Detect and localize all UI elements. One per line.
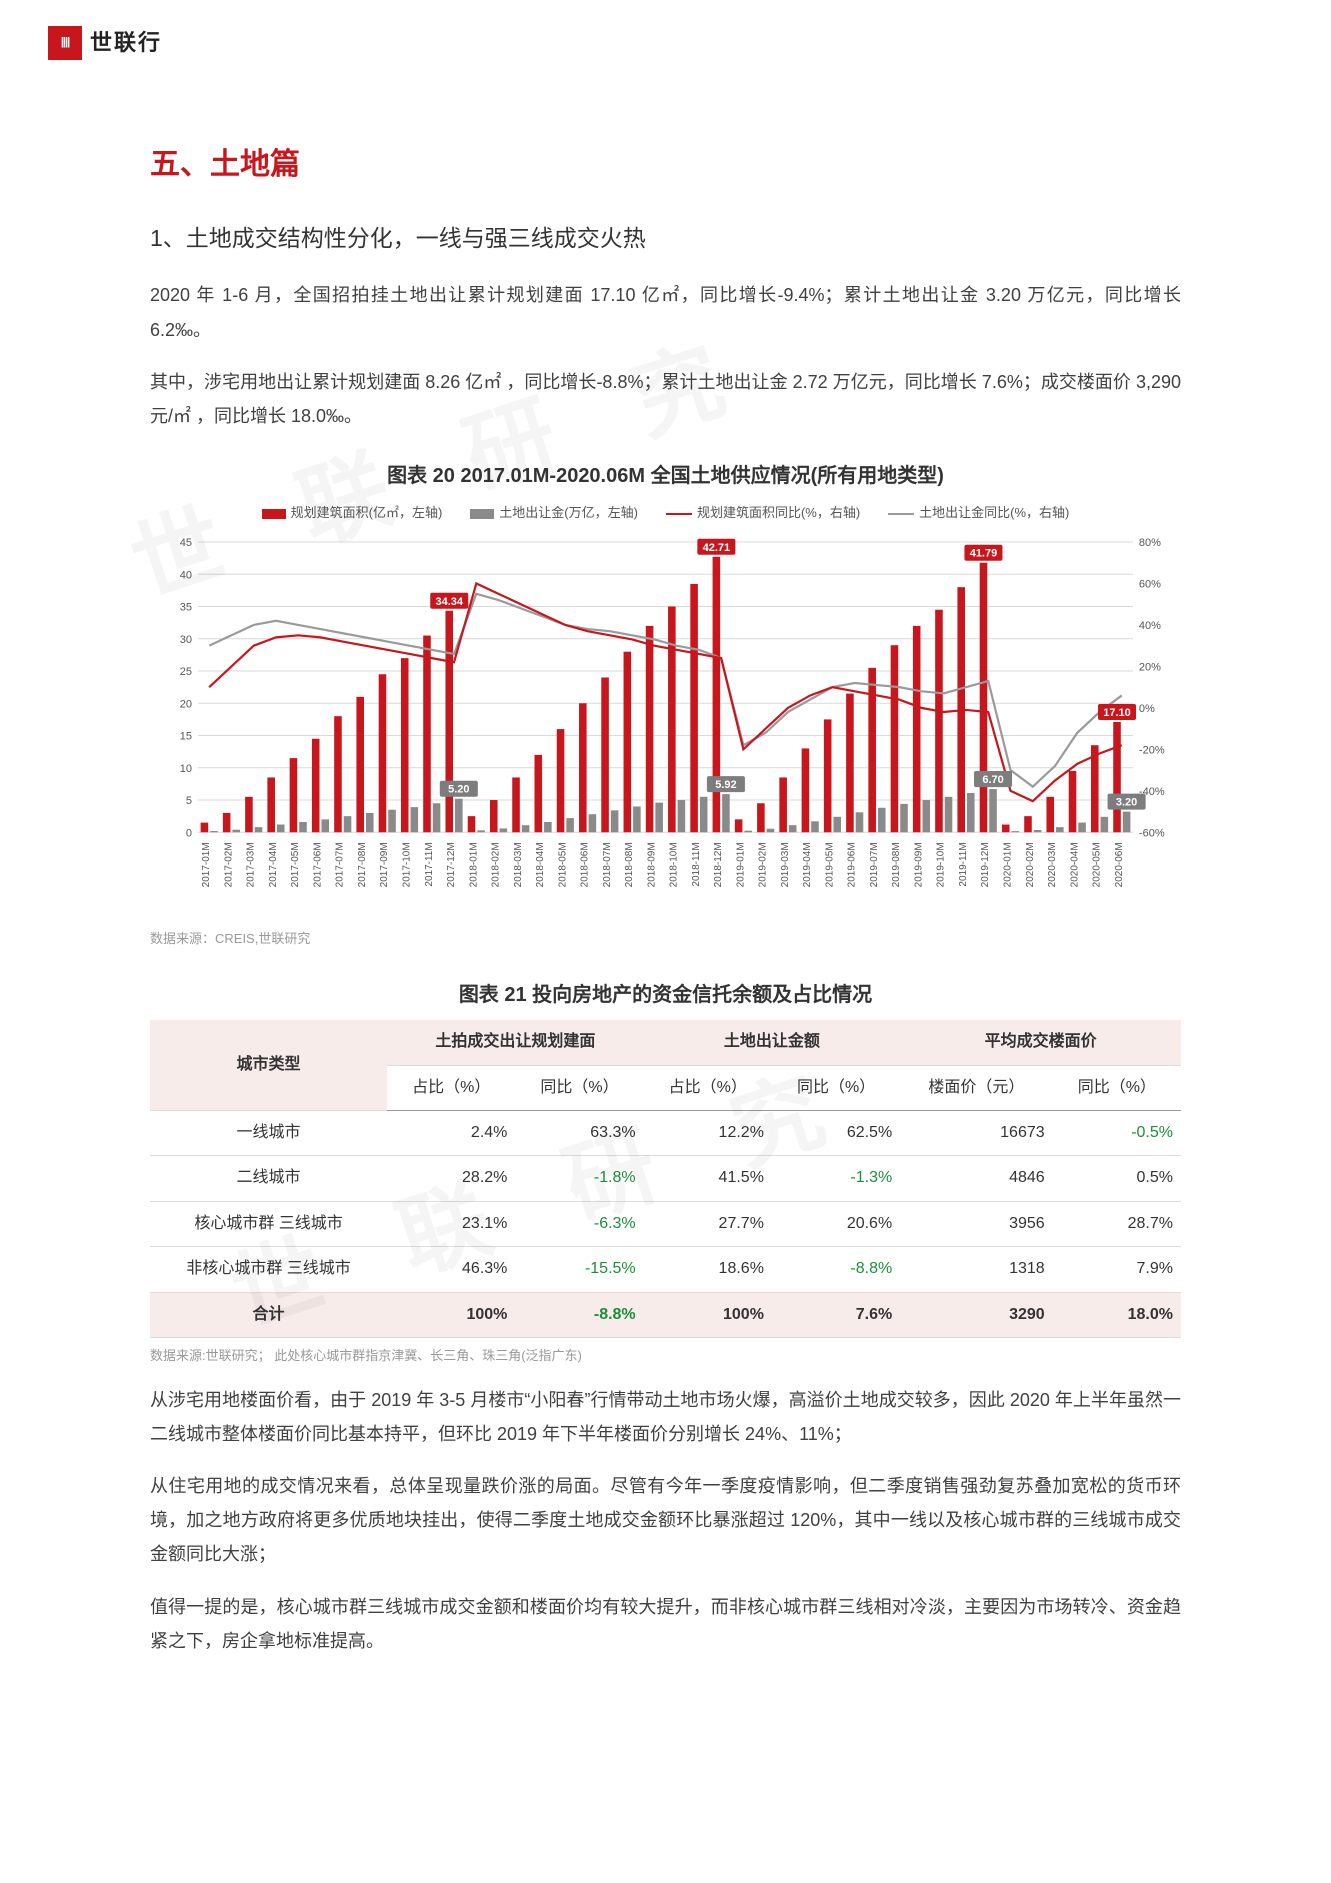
chart20-source: 数据来源：CREIS,世联研究	[150, 927, 1181, 952]
svg-text:15: 15	[180, 730, 192, 742]
paragraph: 2020 年 1-6 月，全国招拍挂土地出让累计规划建面 17.10 亿㎡，同比…	[150, 278, 1181, 346]
table21-title: 图表 21 投向房地产的资金信托余额及占比情况	[150, 976, 1181, 1014]
svg-text:25: 25	[180, 666, 192, 678]
svg-text:2017-09M: 2017-09M	[379, 842, 390, 887]
svg-text:2017-12M: 2017-12M	[446, 842, 457, 887]
svg-text:17.10: 17.10	[1103, 707, 1131, 719]
svg-text:45: 45	[180, 537, 192, 549]
legend-swatch-red-bar	[262, 509, 286, 519]
svg-text:2018-11M: 2018-11M	[691, 842, 702, 886]
sub-title: 1、土地成交结构性分化，一线与强三线成交火热	[150, 217, 1181, 261]
svg-text:2018-07M: 2018-07M	[602, 842, 613, 887]
svg-text:2017-03M: 2017-03M	[246, 842, 257, 887]
col-city-type: 城市类型	[150, 1020, 387, 1110]
svg-text:2019-09M: 2019-09M	[913, 842, 924, 887]
svg-text:2019-10M: 2019-10M	[936, 842, 947, 887]
svg-text:2020-04M: 2020-04M	[1069, 842, 1080, 887]
col-group-price: 平均成交楼面价	[900, 1020, 1181, 1065]
svg-text:2018-08M: 2018-08M	[624, 842, 635, 887]
svg-text:2017-04M: 2017-04M	[268, 842, 279, 887]
chart20-title: 图表 20 2017.01M-2020.06M 全国土地供应情况(所有用地类型)	[150, 457, 1181, 495]
svg-text:2020-03M: 2020-03M	[1047, 842, 1058, 887]
svg-text:2020-01M: 2020-01M	[1003, 842, 1014, 887]
svg-text:2018-02M: 2018-02M	[491, 842, 502, 887]
svg-text:2017-02M: 2017-02M	[223, 842, 234, 887]
svg-text:42.71: 42.71	[703, 542, 731, 554]
svg-text:2019-06M: 2019-06M	[847, 842, 858, 887]
paragraph: 从涉宅用地楼面价看，由于 2019 年 3-5 月楼市“小阳春”行情带动土地市场…	[150, 1383, 1181, 1451]
svg-text:2020-02M: 2020-02M	[1025, 842, 1036, 887]
svg-text:2018-06M: 2018-06M	[580, 842, 591, 887]
svg-text:40: 40	[180, 569, 192, 581]
svg-text:2020-06M: 2020-06M	[1114, 842, 1125, 887]
legend-swatch-grey-bar	[470, 509, 494, 519]
svg-text:-60%: -60%	[1139, 827, 1165, 839]
table-row: 核心城市群 三线城市23.1%-6.3%27.7%20.6%395628.7%	[150, 1201, 1181, 1246]
svg-text:30: 30	[180, 634, 192, 646]
svg-text:5: 5	[186, 795, 192, 807]
svg-text:2019-11M: 2019-11M	[958, 842, 969, 886]
svg-text:2019-08M: 2019-08M	[891, 842, 902, 887]
svg-text:2017-08M: 2017-08M	[357, 842, 368, 887]
svg-text:2019-07M: 2019-07M	[869, 842, 880, 887]
chart20-plot: 051015202530354045-60%-40%-20%0%20%40%60…	[150, 530, 1181, 910]
chart20-legend: 规划建筑面积(亿㎡，左轴) 土地出让金(万亿，左轴) 规划建筑面积同比(%，右轴…	[150, 501, 1181, 526]
svg-text:2018-12M: 2018-12M	[713, 842, 724, 887]
svg-text:40%: 40%	[1139, 620, 1161, 632]
svg-text:2019-02M: 2019-02M	[758, 842, 769, 887]
svg-text:10: 10	[180, 763, 192, 775]
table21: 城市类型 土拍成交出让规划建面 土地出让金额 平均成交楼面价 占比（%） 同比（…	[150, 1020, 1181, 1338]
legend-swatch-red-line	[666, 513, 692, 515]
svg-text:2017-07M: 2017-07M	[335, 842, 346, 887]
svg-text:2018-09M: 2018-09M	[646, 842, 657, 887]
svg-text:2017-10M: 2017-10M	[402, 842, 413, 887]
col-group-amount: 土地出让金额	[644, 1020, 901, 1065]
svg-text:-20%: -20%	[1139, 744, 1165, 756]
svg-text:2018-01M: 2018-01M	[468, 842, 479, 887]
svg-text:2018-10M: 2018-10M	[669, 842, 680, 887]
svg-text:2018-05M: 2018-05M	[557, 842, 568, 887]
svg-text:2018-04M: 2018-04M	[535, 842, 546, 887]
svg-text:2019-01M: 2019-01M	[735, 842, 746, 887]
svg-text:2019-04M: 2019-04M	[802, 842, 813, 887]
svg-text:3.20: 3.20	[1116, 797, 1137, 809]
svg-text:35: 35	[180, 601, 192, 613]
paragraph: 值得一提的是，核心城市群三线城市成交金额和楼面价均有较大提升，而非核心城市群三线…	[150, 1590, 1181, 1658]
col-group-area: 土拍成交出让规划建面	[387, 1020, 644, 1065]
brand-header: |||| 世联行	[0, 0, 1331, 64]
table-row: 非核心城市群 三线城市46.3%-15.5%18.6%-8.8%13187.9%	[150, 1247, 1181, 1292]
table-row: 二线城市28.2%-1.8%41.5%-1.3%48460.5%	[150, 1156, 1181, 1201]
svg-text:2018-03M: 2018-03M	[513, 842, 524, 887]
brand-logo-icon: ||||	[48, 26, 82, 60]
svg-text:2019-03M: 2019-03M	[780, 842, 791, 887]
svg-text:20: 20	[180, 698, 192, 710]
legend-swatch-grey-line	[888, 513, 914, 515]
paragraph: 从住宅用地的成交情况来看，总体呈现量跌价涨的局面。尽管有今年一季度疫情影响，但二…	[150, 1469, 1181, 1572]
paragraph: 其中，涉宅用地出让累计规划建面 8.26 亿㎡ ，同比增长-8.8%；累计土地出…	[150, 365, 1181, 433]
svg-text:2020-05M: 2020-05M	[1092, 842, 1103, 887]
svg-text:0%: 0%	[1139, 703, 1155, 715]
svg-text:2017-11M: 2017-11M	[424, 842, 435, 886]
svg-text:20%: 20%	[1139, 661, 1161, 673]
svg-text:2017-05M: 2017-05M	[290, 842, 301, 887]
table-row: 合计100%-8.8%100%7.6%329018.0%	[150, 1292, 1181, 1337]
svg-text:41.79: 41.79	[970, 548, 998, 560]
svg-text:34.34: 34.34	[435, 596, 463, 608]
table21-source: 数据来源:世联研究； 此处核心城市群指京津冀、长三角、珠三角(泛指广东)	[150, 1344, 1181, 1369]
svg-text:2019-05M: 2019-05M	[824, 842, 835, 887]
svg-text:0: 0	[186, 827, 192, 839]
table-row: 一线城市2.4%63.3%12.2%62.5%16673-0.5%	[150, 1110, 1181, 1155]
section-title: 五、土地篇	[150, 136, 1181, 193]
svg-text:5.92: 5.92	[715, 779, 736, 791]
svg-text:5.20: 5.20	[448, 784, 469, 796]
svg-text:2017-01M: 2017-01M	[201, 842, 212, 887]
brand-name: 世联行	[90, 22, 162, 64]
svg-text:6.70: 6.70	[982, 774, 1003, 786]
svg-text:2017-06M: 2017-06M	[312, 842, 323, 887]
svg-text:60%: 60%	[1139, 578, 1161, 590]
svg-text:80%: 80%	[1139, 537, 1161, 549]
svg-text:2019-12M: 2019-12M	[980, 842, 991, 887]
